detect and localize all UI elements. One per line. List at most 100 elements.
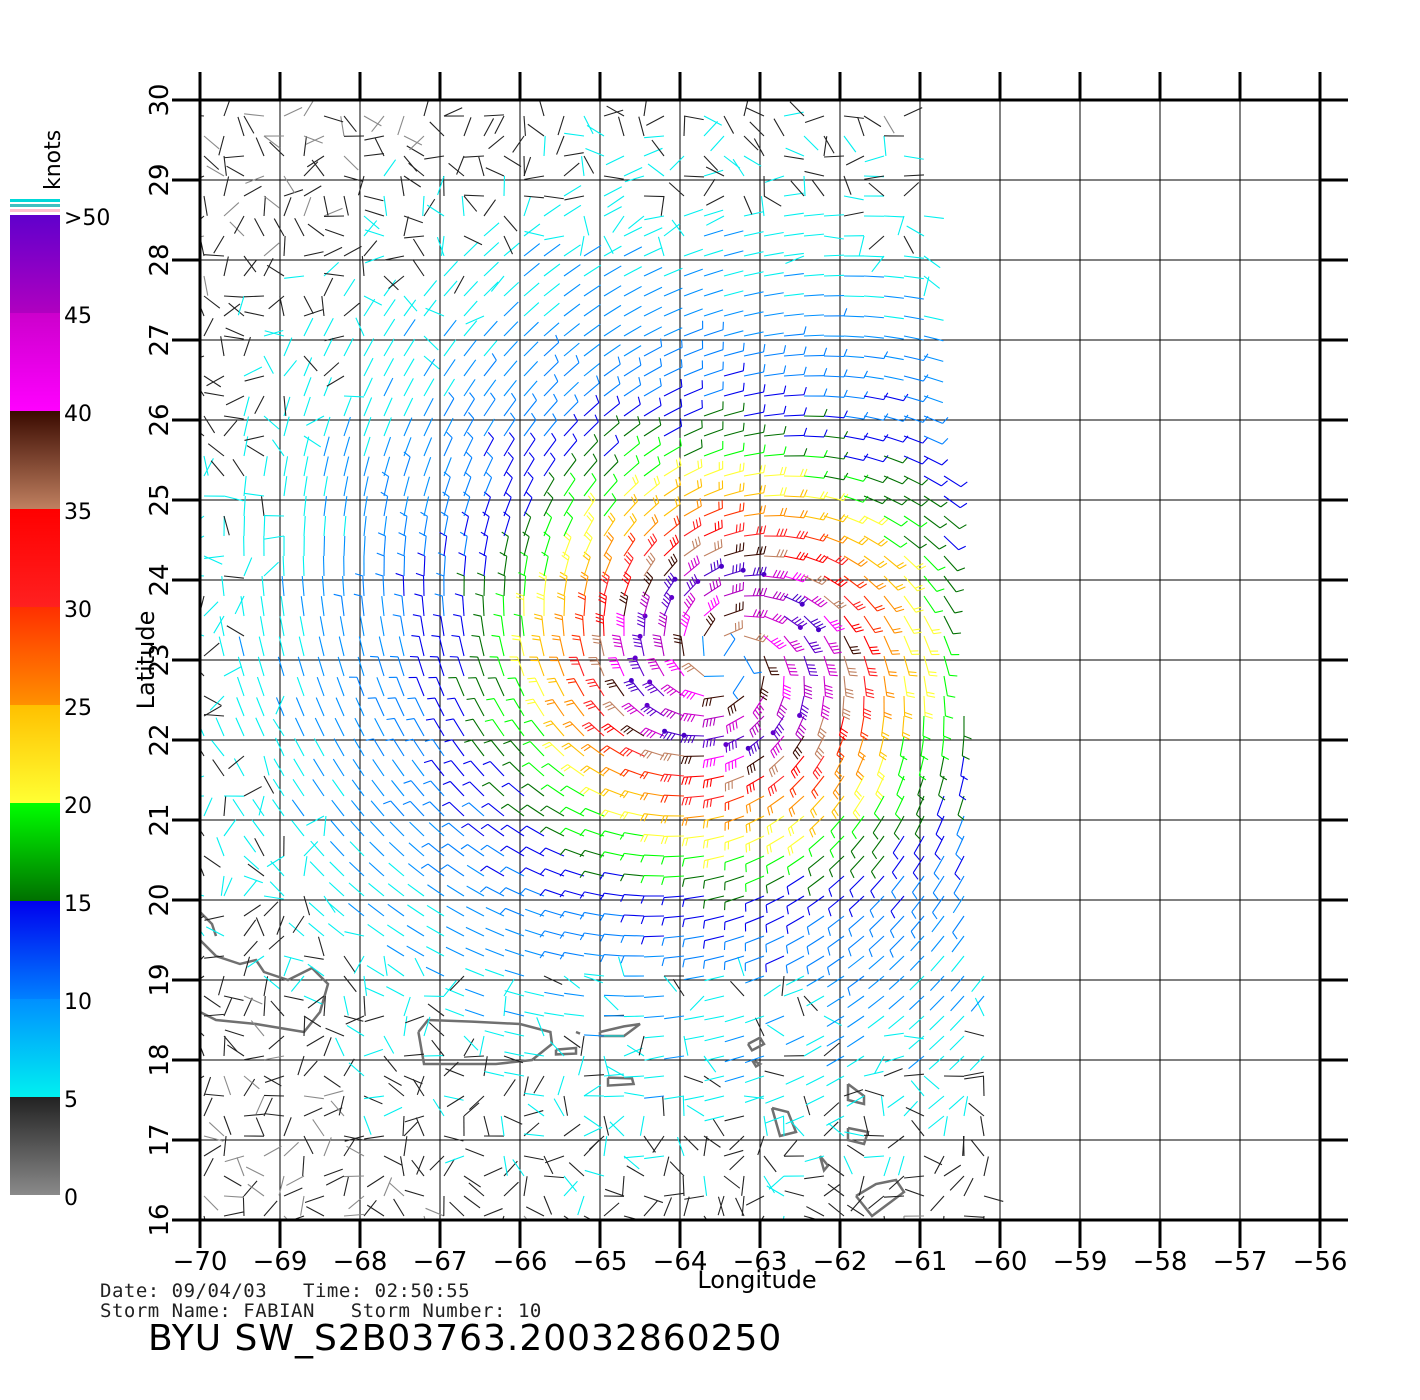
wind-barb xyxy=(403,780,425,797)
file-identifier: BYU SW_S2B03763.20032860250 xyxy=(148,1318,783,1359)
coastline-segment xyxy=(846,1126,870,1146)
wind-barb xyxy=(303,436,310,457)
wind-barb xyxy=(661,955,685,967)
wind-barb xyxy=(303,317,314,337)
wind-barb xyxy=(503,340,518,357)
wind-barb xyxy=(829,835,845,858)
wind-barb xyxy=(443,431,453,457)
wind-barb xyxy=(283,1117,292,1137)
wind-barb xyxy=(464,155,485,158)
wind-barb xyxy=(443,392,455,417)
wind-barb xyxy=(806,1206,825,1217)
wind-barb xyxy=(343,245,362,257)
wind-barb xyxy=(375,573,385,597)
wind-barb xyxy=(790,1120,805,1137)
wind-barb xyxy=(661,875,685,886)
wind-barb xyxy=(638,1035,645,1056)
wind-barb xyxy=(329,861,345,877)
wind-barb xyxy=(603,493,617,517)
wind-barb xyxy=(903,155,924,160)
wind-barb xyxy=(949,1055,965,1071)
wind-barb xyxy=(422,195,425,216)
wind-barb xyxy=(627,655,645,677)
wind-barb xyxy=(955,835,965,861)
wind-barb xyxy=(465,968,485,977)
wind-barb xyxy=(503,740,525,757)
wind-barb xyxy=(323,436,330,457)
wind-barb xyxy=(682,895,705,908)
wind-barb xyxy=(903,394,929,403)
wind-barb xyxy=(743,484,766,497)
wind-barb xyxy=(883,595,905,613)
wind-barb xyxy=(543,452,556,477)
wind-barb xyxy=(243,875,263,884)
wind-barb xyxy=(903,655,918,677)
wind-barb xyxy=(503,215,518,232)
wind-barb xyxy=(644,1015,665,1019)
date-value: 09/04/03 xyxy=(171,1280,268,1302)
wind-barb xyxy=(204,392,225,397)
wind-barb xyxy=(928,1095,945,1110)
wind-barb xyxy=(863,115,882,128)
wind-barb xyxy=(307,995,325,1009)
wind-barb xyxy=(783,572,809,583)
wind-barb xyxy=(317,936,325,957)
wind-barb xyxy=(443,980,457,997)
wind-barb xyxy=(554,613,565,637)
wind-barb xyxy=(348,1195,365,1210)
wind-barb xyxy=(209,695,225,711)
wind-barb xyxy=(408,863,425,877)
wind-barb xyxy=(205,926,225,937)
wind-barb xyxy=(623,345,642,357)
wind-barb xyxy=(583,414,599,437)
wind-barb xyxy=(848,915,865,937)
wind-barb xyxy=(254,395,265,414)
wind-barb xyxy=(442,801,465,817)
wind-barb xyxy=(843,175,852,195)
wind-barb xyxy=(443,1095,464,1101)
wind-barb xyxy=(923,435,949,445)
wind-barb xyxy=(223,176,230,197)
wind-barb xyxy=(303,516,306,537)
wind-barb xyxy=(599,913,625,922)
wind-barb xyxy=(591,634,605,657)
wind-barb xyxy=(584,952,605,957)
wind-barb xyxy=(461,802,485,817)
wind-barb xyxy=(923,275,941,289)
wind-barb xyxy=(743,343,766,357)
wind-barb xyxy=(421,842,445,857)
wind-barb xyxy=(220,336,225,357)
wind-barb xyxy=(766,855,785,874)
wind-barb xyxy=(371,779,385,797)
wind-barb xyxy=(427,884,445,897)
wind-barb xyxy=(911,1119,925,1137)
wind-barb xyxy=(203,1157,214,1177)
wind-barb xyxy=(383,1035,395,1054)
wind-barb xyxy=(785,1035,805,1046)
wind-barb xyxy=(544,698,565,717)
wind-barb xyxy=(703,1175,708,1196)
wind-barb xyxy=(723,482,745,497)
wind-barb xyxy=(200,929,205,937)
wind-barb xyxy=(930,935,945,952)
wind-barb xyxy=(684,1015,705,1021)
wind-barb xyxy=(423,476,431,497)
wind-barb xyxy=(210,460,225,477)
wind-barb xyxy=(843,515,869,524)
wind-barb xyxy=(207,443,225,457)
wind-barb xyxy=(904,1188,925,1197)
wind-barb xyxy=(465,1148,485,1157)
wind-barb xyxy=(863,555,888,569)
wind-barb xyxy=(448,677,465,697)
wind-barb xyxy=(871,255,885,273)
wind-barb xyxy=(323,476,328,497)
wind-barb xyxy=(806,935,825,955)
wind-barb xyxy=(943,655,958,677)
wind-barb xyxy=(203,317,214,337)
wind-barb xyxy=(786,915,805,934)
wind-barb xyxy=(803,635,823,654)
wind-barb xyxy=(664,1095,685,1100)
wind-barb xyxy=(743,633,769,643)
wind-barb xyxy=(338,636,345,657)
wind-barb xyxy=(909,995,925,1011)
